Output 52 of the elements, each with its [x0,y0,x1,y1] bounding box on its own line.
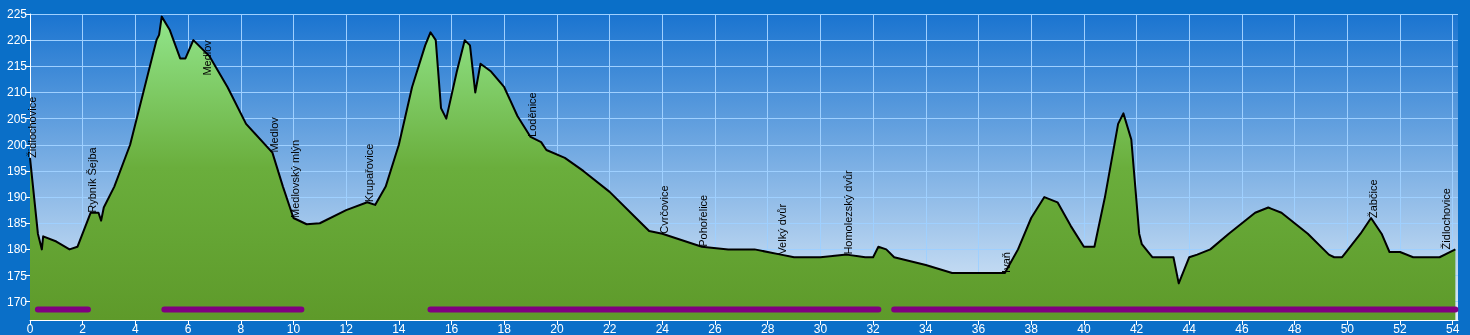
x-tick-label: 38 [1024,322,1039,335]
y-tick-label: 170 [6,294,28,309]
x-tick-label: 40 [1077,322,1091,335]
y-tick-label: 215 [6,59,28,74]
x-tick-label: 34 [919,322,933,335]
x-tick-label: 16 [444,322,459,335]
x-tick-label: 42 [1129,322,1144,335]
x-tick-label: 54 [1446,322,1460,335]
x-tick-label: 44 [1182,322,1197,335]
y-tick-label: 205 [6,111,28,126]
y-tick-label: 220 [6,33,28,48]
x-tick-label: 22 [602,322,617,335]
annotation: Žabčice [1366,179,1379,218]
x-tick-label: 20 [550,322,564,335]
x-tick-label: 10 [286,322,301,335]
x-tick-label: 4 [132,322,140,335]
annotation: Homolezský dvůr [842,169,855,255]
y-tick-label: 175 [6,268,28,283]
x-tick-label: 52 [1393,322,1408,335]
annotation: Cvrčovice [657,185,670,234]
y-tick-label: 210 [6,85,28,100]
x-tick-label: 28 [761,322,775,335]
annotation: Medlov [200,39,213,76]
x-tick-label: 18 [497,322,512,335]
x-tick-label: 36 [971,322,986,335]
y-tick-label: 190 [6,190,28,205]
annotation: Loděnice [526,92,539,137]
x-tick-label: 12 [339,322,354,335]
annotation: Ivaň [1000,252,1013,273]
x-tick-label: 24 [655,322,670,335]
x-tick-label: 46 [1235,322,1249,335]
y-tick-label: 200 [6,137,28,152]
y-tick-label: 195 [6,163,28,178]
x-tick-label: 48 [1287,322,1302,335]
annotation: Medlov [267,116,280,153]
x-tick-label: 8 [237,322,245,335]
x-tick-label: 30 [813,322,828,335]
x-tick-label: 26 [708,322,723,335]
annotation: Velký dvůr [776,203,789,255]
y-tick-label: 185 [6,216,28,231]
annotation: Židlochovice [25,96,38,158]
y-tick-label: 180 [6,242,28,257]
y-tick-label: 225 [6,7,28,21]
annotation: Pohořelice [697,194,710,247]
annotation: Krupařovice [362,143,375,203]
annotation: Židlochovice [1439,188,1452,250]
annotation: Medlovský mlýn [288,139,301,218]
x-tick-label: 32 [866,322,881,335]
x-tick-label: 14 [392,322,406,335]
x-tick-label: 50 [1340,322,1355,335]
annotation: Rybník Šejba [86,146,99,213]
x-tick-label: 6 [184,322,192,335]
